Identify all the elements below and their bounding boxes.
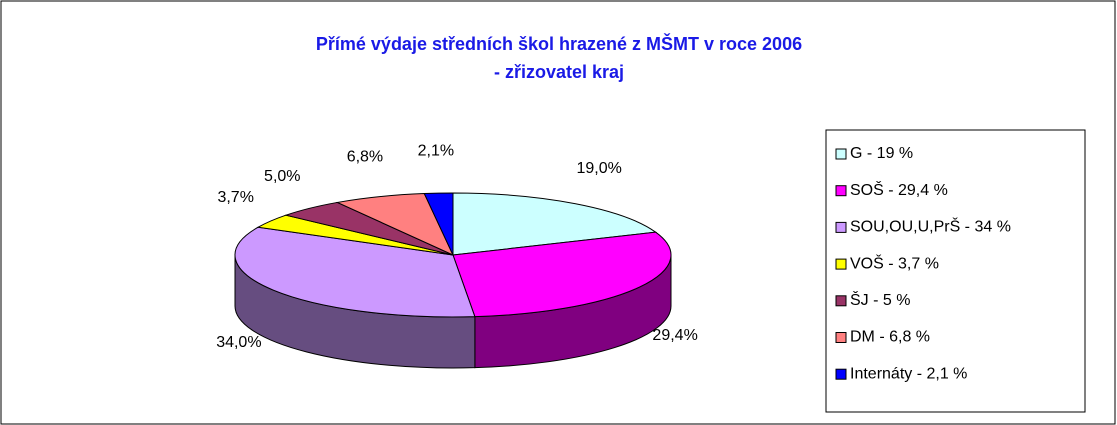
data-label: 2,1% bbox=[418, 142, 454, 159]
legend-label: VOŠ - 3,7 % bbox=[850, 253, 939, 272]
legend-swatch bbox=[835, 295, 847, 307]
slice bbox=[423, 192, 454, 256]
legend-box bbox=[825, 129, 1086, 413]
data-label: 29,4% bbox=[652, 327, 697, 344]
legend-label: SOU,OU,U,PrŠ - 34 % bbox=[850, 217, 1011, 236]
legend-label: DM - 6,8 % bbox=[850, 329, 930, 346]
data-label: 6,8% bbox=[347, 148, 383, 165]
slice bbox=[452, 192, 658, 256]
legend-swatch bbox=[835, 258, 847, 270]
legend-swatch bbox=[835, 368, 847, 380]
legend-label: Internáty - 2,1 % bbox=[850, 365, 967, 382]
legend-swatch bbox=[835, 332, 847, 343]
legend-label: SOŠ - 29,4 % bbox=[850, 180, 948, 199]
legend-label: G - 19 % bbox=[850, 145, 913, 162]
legend-swatch bbox=[835, 148, 847, 160]
slice bbox=[452, 231, 672, 318]
data-label: 19,0% bbox=[576, 160, 621, 177]
legend-swatch bbox=[835, 221, 847, 233]
data-label: 34,0% bbox=[216, 334, 261, 351]
data-label: 5,0% bbox=[264, 168, 300, 185]
data-label: 3,7% bbox=[217, 189, 253, 206]
chart-subtitle: - zřizovatel kraj bbox=[494, 62, 624, 82]
legend-swatch bbox=[835, 185, 847, 197]
legend-label: ŠJ - 5 % bbox=[850, 290, 910, 309]
chart-title: Přímé výdaje středních škol hrazené z MŠ… bbox=[316, 33, 802, 54]
